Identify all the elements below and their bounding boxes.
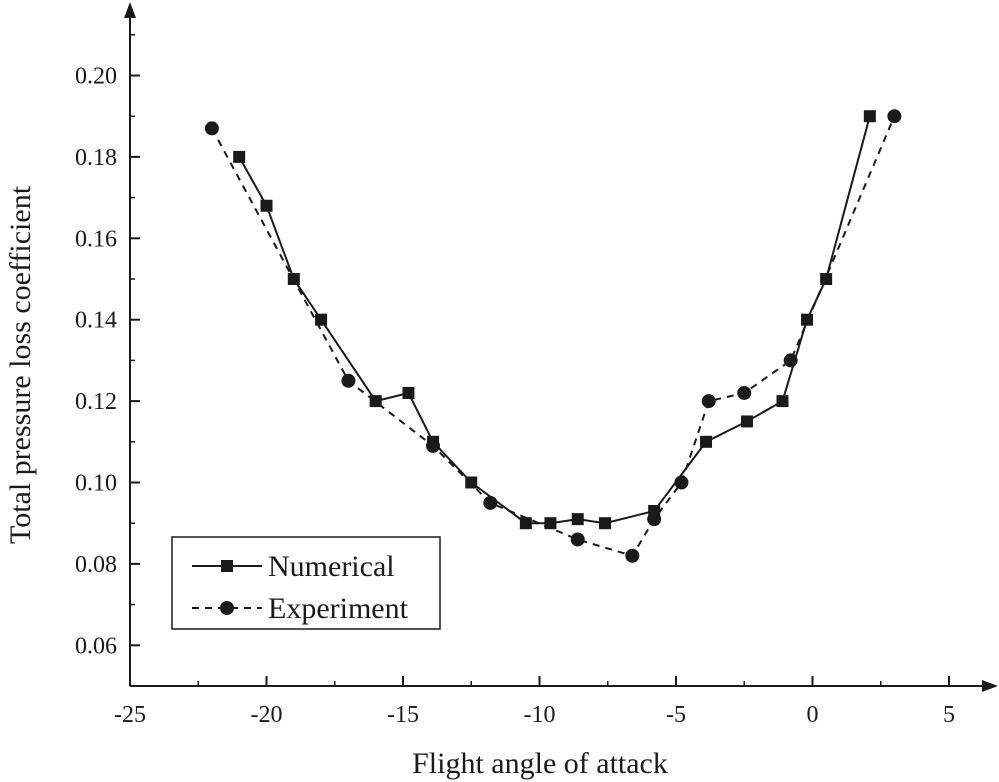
x-tick-label: 0	[807, 702, 819, 728]
data-point-experiment	[204, 121, 219, 136]
data-point-experiment	[625, 548, 640, 563]
y-tick-label: 0.10	[75, 471, 117, 497]
data-point-experiment	[570, 532, 585, 547]
data-point-experiment	[483, 495, 498, 510]
legend-label-experiment: Experiment	[268, 592, 409, 625]
y-tick-label: 0.14	[75, 308, 117, 334]
data-point-numerical	[233, 150, 246, 163]
data-point-experiment	[701, 394, 716, 409]
x-ticks: -25 -20 -15 -10 -5 0 5	[114, 676, 955, 728]
y-tick-label: 0.06	[75, 633, 117, 659]
series-line-numerical	[238, 115, 871, 525]
x-axis-label: Flight angle of attack	[412, 747, 668, 780]
data-point-experiment	[674, 475, 689, 490]
data-point-numerical	[820, 273, 833, 285]
legend-box	[171, 536, 441, 630]
series-experiment	[204, 109, 902, 563]
data-point-experiment	[783, 353, 798, 368]
y-axis-label: Total pressure loss coefficient	[4, 185, 37, 544]
data-point-numerical	[571, 513, 584, 526]
series-numerical	[233, 110, 876, 530]
legend-item-experiment: Experiment	[192, 592, 409, 625]
y-axis-arrow-icon	[124, 2, 136, 18]
data-point-experiment	[737, 385, 752, 400]
data-point-experiment	[341, 373, 356, 388]
data-point-numerical	[599, 517, 612, 530]
legend-item-numerical: Numerical	[192, 550, 395, 583]
data-point-numerical	[519, 517, 532, 530]
x-tick-label: -5	[666, 702, 686, 728]
square-marker-icon	[221, 560, 233, 572]
y-tick-label: 0.08	[75, 552, 117, 578]
x-tick-label: -20	[251, 702, 283, 728]
y-tick-label: 0.18	[75, 145, 117, 171]
circle-marker-icon	[220, 601, 234, 615]
series-layer	[204, 109, 902, 563]
y-ticks: 0.06 0.08 0.10 0.12 0.14 0.16 0.18 0.20	[75, 34, 140, 687]
data-point-experiment	[426, 438, 441, 453]
data-point-numerical	[402, 386, 415, 399]
data-point-numerical	[776, 395, 789, 408]
data-point-experiment	[887, 109, 902, 124]
y-tick-label: 0.16	[75, 226, 117, 252]
x-axis-arrow-icon	[982, 680, 998, 692]
data-point-experiment	[647, 512, 662, 527]
y-tick-label: 0.12	[75, 389, 117, 415]
legend: Numerical Experiment	[171, 536, 441, 630]
series-line-experiment	[211, 115, 896, 557]
legend-label-numerical: Numerical	[268, 550, 395, 583]
data-point-numerical	[863, 110, 876, 123]
x-tick-label: -10	[524, 702, 556, 728]
x-tick-label: -15	[387, 702, 419, 728]
x-tick-label: -25	[114, 702, 146, 728]
y-tick-label: 0.20	[75, 64, 117, 90]
data-point-numerical	[700, 435, 713, 448]
x-tick-label: 5	[943, 702, 955, 728]
data-point-numerical	[260, 199, 273, 212]
data-point-numerical	[740, 415, 753, 428]
